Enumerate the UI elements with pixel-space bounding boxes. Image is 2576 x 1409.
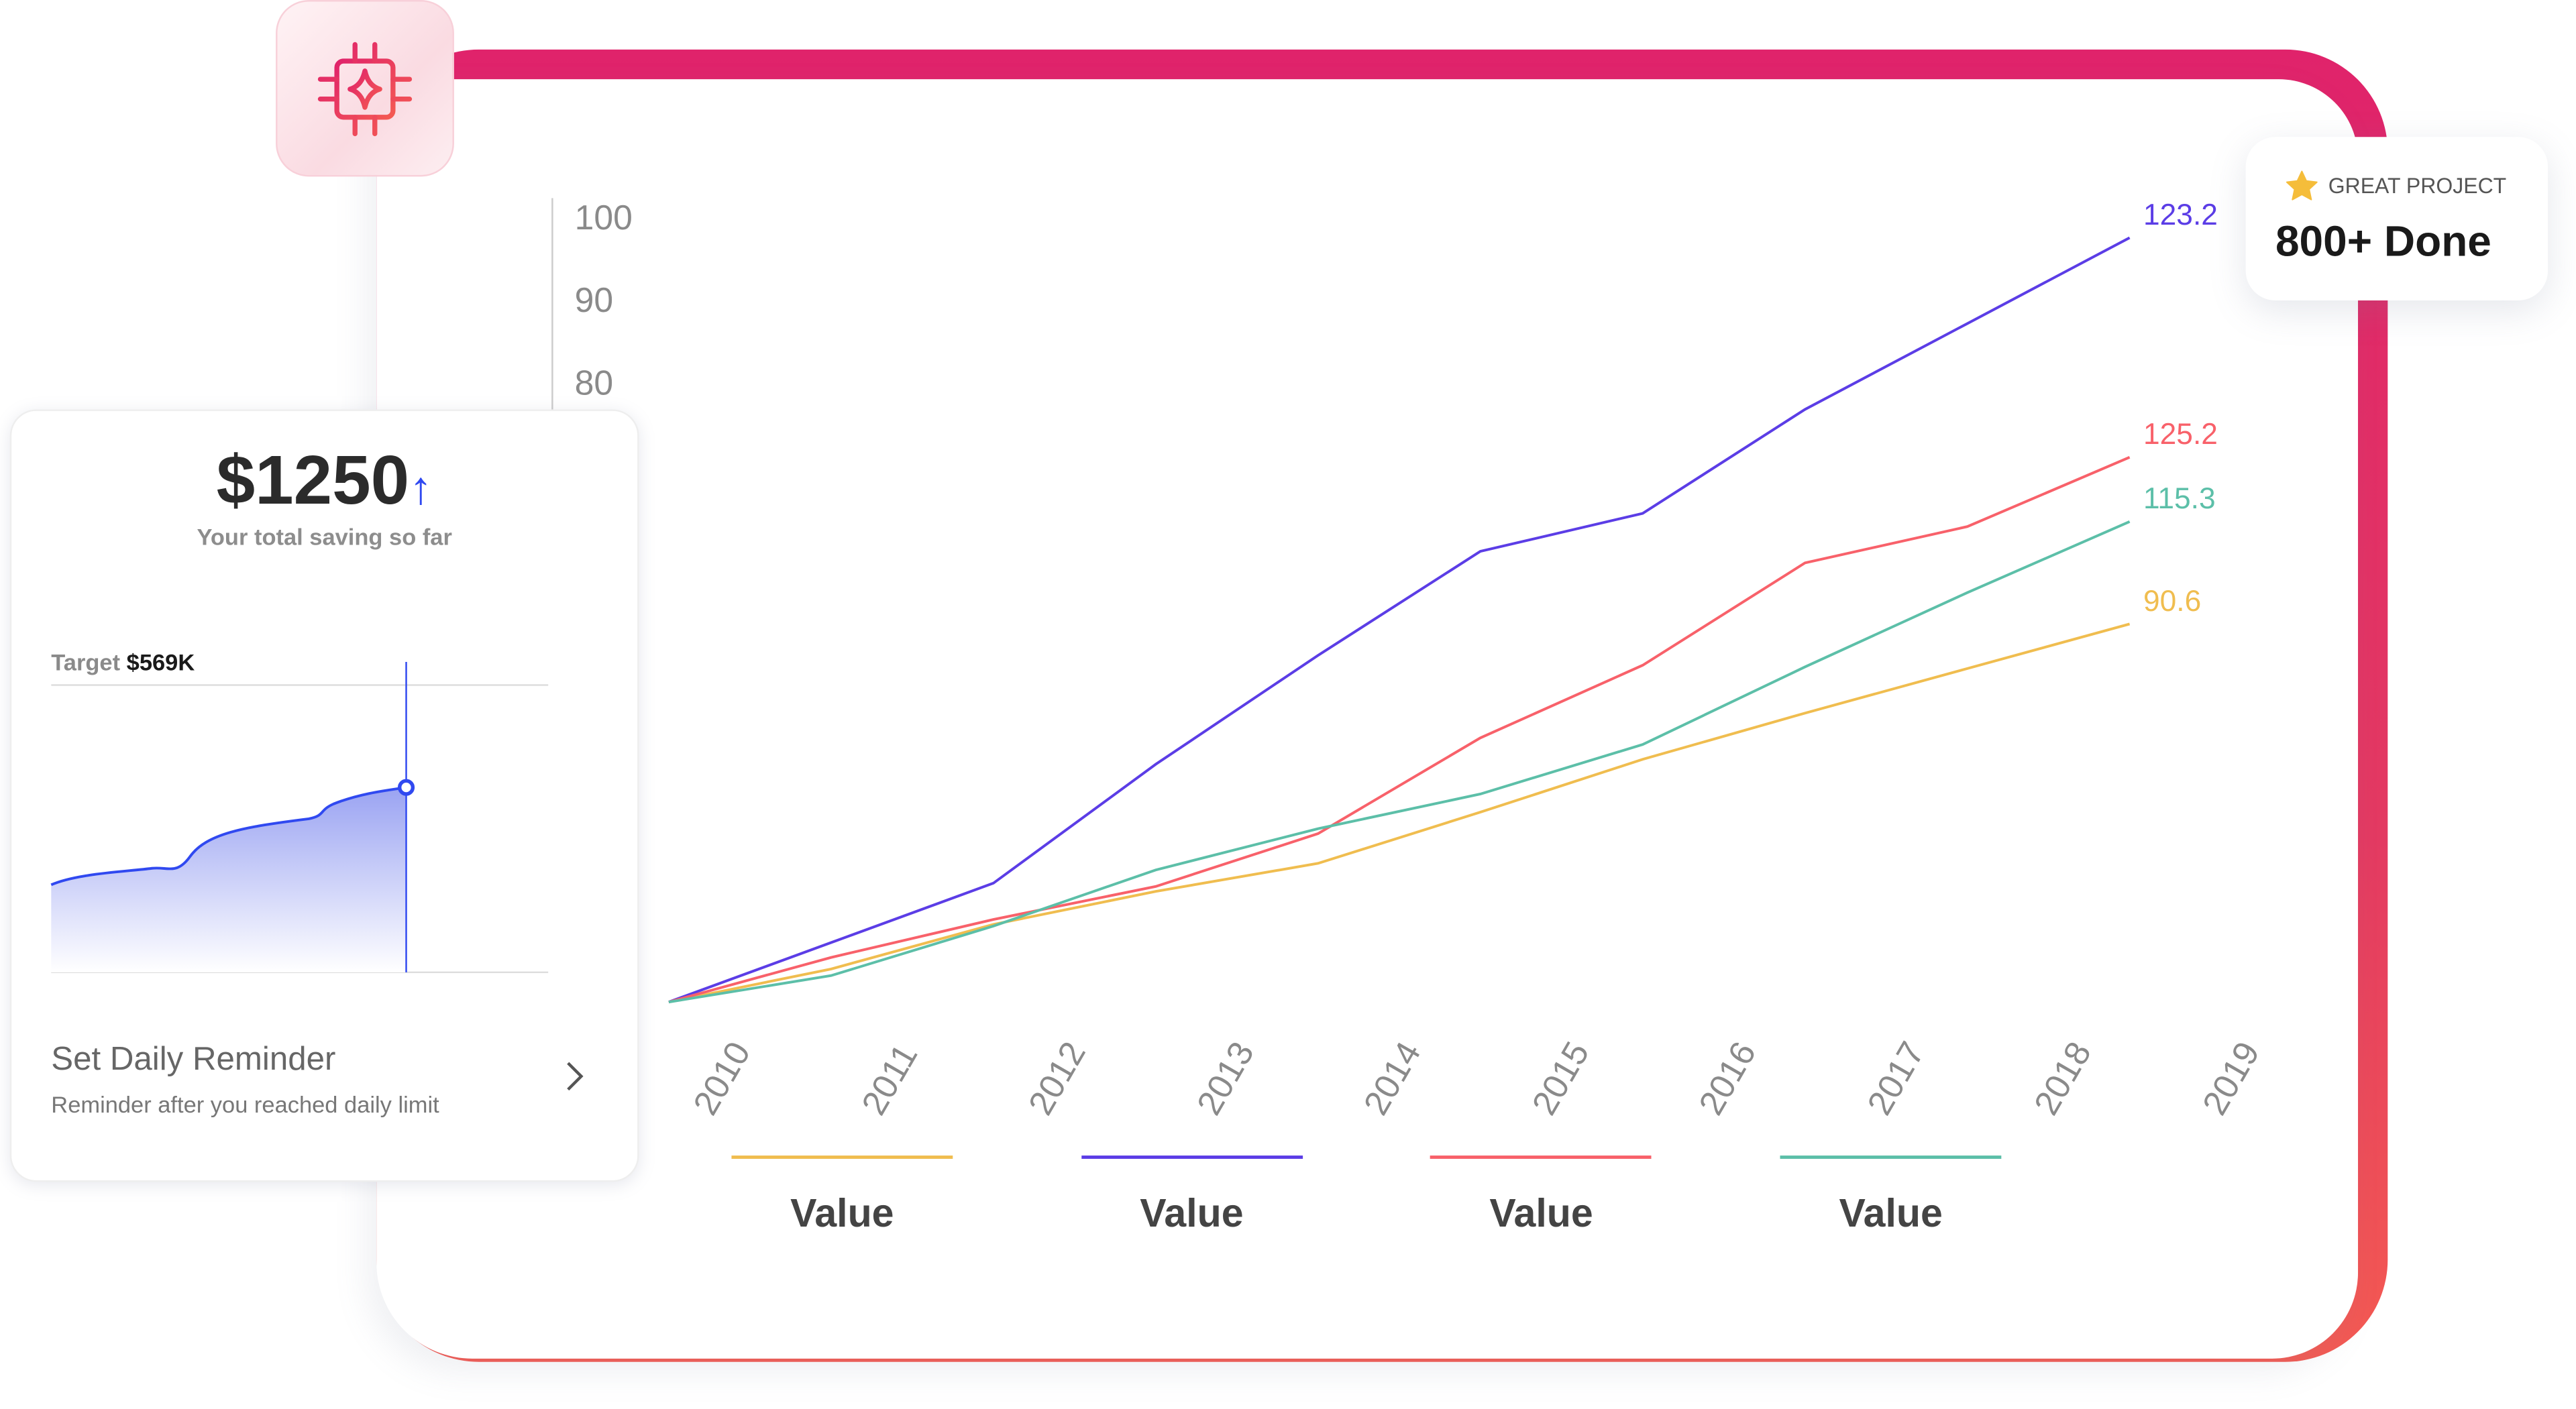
total-saving-amount: $1250↑	[11, 441, 637, 520]
target-text: Target	[51, 649, 121, 675]
series-line-3	[668, 520, 2131, 1004]
series-end-label: 115.3	[2143, 482, 2216, 515]
series-line-2	[668, 456, 2131, 1004]
y-tick-label: 100	[574, 199, 633, 238]
legend-item[interactable]: Value	[1430, 1156, 1652, 1238]
saving-area-fill	[51, 787, 407, 972]
legend-swatch	[1081, 1156, 1303, 1159]
series-line-1	[668, 236, 2131, 1003]
legend-label: Value	[1839, 1192, 1943, 1237]
saving-area-chart	[50, 662, 549, 974]
cursor-point	[397, 779, 415, 796]
target-value: $569K	[126, 649, 195, 675]
reminder-subtitle: Reminder after you reached daily limit	[51, 1091, 439, 1118]
y-tick-label: 80	[574, 364, 614, 403]
badge-value: 800+ Done	[2275, 216, 2491, 266]
y-axis-line	[551, 198, 553, 421]
series-end-label: 125.2	[2143, 417, 2218, 451]
legend-swatch	[731, 1156, 953, 1159]
target-label: Target $569K	[51, 649, 195, 675]
chevron-right-icon[interactable]	[563, 1058, 586, 1094]
legend-item[interactable]: Value	[1780, 1156, 2002, 1238]
y-tick-label: 90	[574, 282, 614, 321]
legend-swatch	[1430, 1156, 1652, 1159]
ai-chip-icon-box	[276, 0, 454, 177]
ai-chip-icon	[317, 41, 413, 135]
legend-item[interactable]: Value	[731, 1156, 953, 1238]
legend-swatch	[1780, 1156, 2002, 1159]
saving-area-line	[50, 786, 407, 887]
series-line-0	[668, 622, 2131, 1004]
legend-label: Value	[1140, 1192, 1244, 1237]
legend-item[interactable]: Value	[1081, 1156, 1303, 1238]
series-end-label: 90.6	[2143, 584, 2202, 618]
amount-value: $1250	[216, 441, 410, 518]
legend-label: Value	[790, 1192, 894, 1237]
series-end-label: 123.2	[2143, 198, 2218, 231]
saving-card: $1250↑ Your total saving so far Target $…	[9, 409, 639, 1182]
great-project-badge: GREAT PROJECT 800+ Done	[2245, 137, 2548, 300]
star-icon	[2286, 170, 2318, 201]
badge-label: GREAT PROJECT	[2328, 173, 2507, 199]
reminder-title[interactable]: Set Daily Reminder	[51, 1041, 336, 1078]
legend-label: Value	[1489, 1192, 1593, 1237]
arrow-up-icon: ↑	[409, 462, 433, 514]
saving-subtitle: Your total saving so far	[197, 523, 452, 550]
